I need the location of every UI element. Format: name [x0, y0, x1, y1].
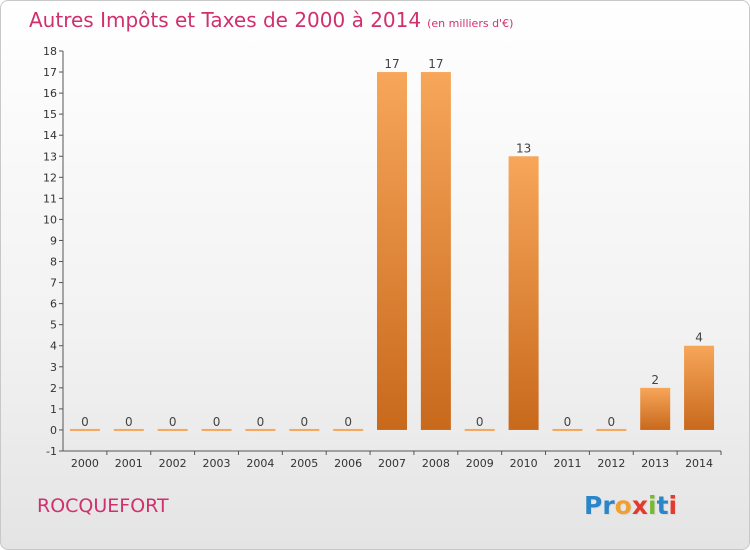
y-tick-label: 17 [43, 66, 57, 79]
y-tick-label: 9 [50, 234, 57, 247]
y-tick-label: 15 [43, 108, 57, 121]
logo-letter: o [614, 491, 632, 520]
data-label: 0 [81, 415, 89, 429]
chart-title: Autres Impôts et Taxes de 2000 à 2014 (en… [29, 8, 513, 32]
y-tick-label: 1 [50, 403, 57, 416]
bar [245, 428, 276, 431]
y-tick-label: 7 [50, 277, 57, 290]
y-tick-label: 8 [50, 256, 57, 269]
data-label: 0 [608, 415, 616, 429]
y-tick-label: 10 [43, 213, 57, 226]
y-tick-label: 14 [43, 129, 57, 142]
data-label: 17 [384, 57, 399, 71]
y-tick-label: 13 [43, 150, 57, 163]
bar [640, 387, 671, 430]
logo-letter: r [602, 491, 615, 520]
y-tick-label: 16 [43, 87, 57, 100]
logo-letter: x [631, 491, 648, 520]
bar [201, 428, 232, 431]
bar [157, 428, 188, 431]
data-label: 2 [651, 373, 659, 387]
data-label: 4 [695, 331, 703, 345]
chart-title-text: Autres Impôts et Taxes de 2000 à 2014 [29, 8, 422, 32]
x-tick-label: 2003 [203, 457, 231, 470]
x-tick-label: 2006 [334, 457, 362, 470]
x-tick-label: 2000 [71, 457, 99, 470]
data-label: 17 [428, 57, 443, 71]
logo-letter: i [648, 491, 657, 520]
data-label: 0 [300, 415, 308, 429]
proxiti-logo[interactable]: Proxiti [584, 491, 677, 520]
y-tick-label: 2 [50, 382, 57, 395]
x-tick-label: 2008 [422, 457, 450, 470]
chart-unit-label: (en milliers d'€) [427, 17, 514, 30]
x-tick-label: 2010 [510, 457, 538, 470]
data-label: 0 [564, 415, 572, 429]
data-label: 0 [125, 415, 133, 429]
x-tick-label: 2012 [597, 457, 625, 470]
y-tick-label: 3 [50, 361, 57, 374]
y-tick-label: 11 [43, 192, 57, 205]
x-tick-label: 2007 [378, 457, 406, 470]
bar [289, 428, 320, 431]
y-tick-label: 0 [50, 424, 57, 437]
bar [684, 345, 715, 430]
data-label: 0 [476, 415, 484, 429]
x-tick-label: 2009 [466, 457, 494, 470]
y-tick-label: 6 [50, 298, 57, 311]
data-label: 0 [344, 415, 352, 429]
y-tick-label: 4 [50, 340, 57, 353]
bar [377, 72, 407, 430]
bar [464, 428, 495, 431]
x-tick-label: 2004 [246, 457, 274, 470]
bar [420, 72, 451, 430]
logo-letter: P [584, 491, 603, 520]
y-tick-label: -1 [46, 445, 57, 458]
x-tick-label: 2011 [553, 457, 581, 470]
data-label: 0 [169, 415, 177, 429]
bar [596, 428, 627, 431]
x-tick-label: 2005 [290, 457, 318, 470]
chart-bars: 0 0 0 0 0 0 0 17 17 0 13 0 0 2 4 [69, 57, 715, 431]
town-name: ROCQUEFORT [37, 495, 169, 517]
x-tick-label: 2013 [641, 457, 669, 470]
bar [69, 428, 100, 431]
data-label: 0 [257, 415, 265, 429]
bar [552, 428, 583, 431]
y-tick-label: 12 [43, 171, 57, 184]
y-tick-label: 18 [43, 45, 57, 58]
data-label: 13 [516, 141, 531, 155]
y-tick-label: 5 [50, 319, 57, 332]
x-tick-label: 2014 [685, 457, 713, 470]
logo-letter: i [668, 491, 678, 520]
bar [508, 156, 539, 430]
x-tick-label: 2001 [115, 457, 143, 470]
x-tick-label: 2002 [159, 457, 187, 470]
data-label: 0 [213, 415, 221, 429]
bar [333, 428, 364, 431]
bar [113, 428, 144, 431]
logo-letter: t [656, 491, 669, 520]
